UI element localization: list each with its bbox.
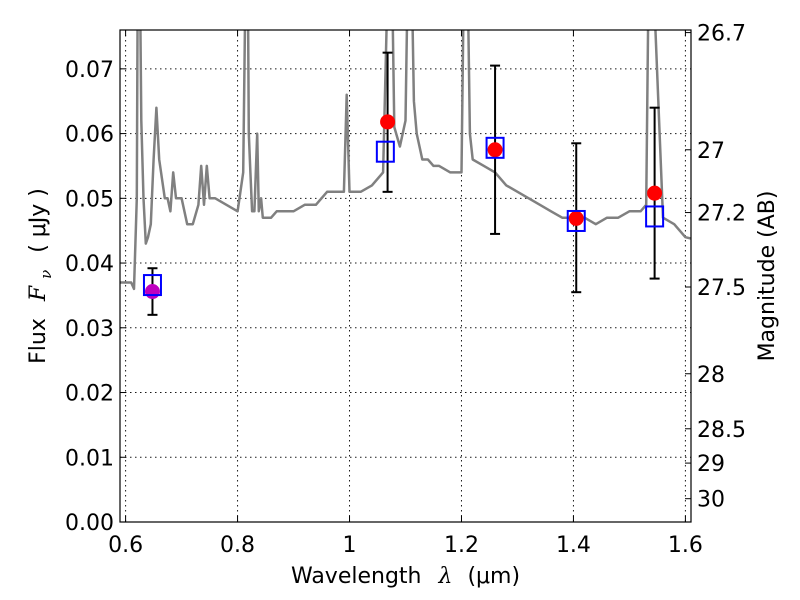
y2-tick-label: 26.7 — [697, 22, 746, 47]
y-tick-label: 0.01 — [65, 446, 114, 471]
y-tick-label: 0.03 — [65, 317, 114, 342]
y2-tick-label: 29 — [697, 452, 725, 477]
x-tick-label: 0.6 — [108, 533, 143, 558]
y2-tick-label: 27.2 — [697, 202, 746, 227]
photometry-point — [380, 114, 396, 130]
y2-tick-label: 27 — [697, 139, 725, 164]
y-tick-label: 0.06 — [65, 123, 114, 148]
y-tick-label: 0.07 — [65, 58, 114, 83]
x-tick-label: 0.8 — [220, 533, 255, 558]
y-axis-label-text: Flux — [26, 318, 51, 364]
y2-tick-label: 28 — [697, 363, 725, 388]
y-tick-label: 0.00 — [65, 511, 114, 536]
x-tick-label: 1.2 — [444, 533, 479, 558]
x-tick-label: 1.4 — [556, 533, 591, 558]
y-axis-label-unit: ( μJy ) — [26, 188, 51, 253]
x-tick-label: 1 — [343, 533, 357, 558]
y-tick-label: 0.05 — [65, 187, 114, 212]
model-photometry-square — [375, 140, 395, 163]
photometry-point — [487, 142, 503, 158]
x-axis-label-unit: (μm) — [467, 564, 520, 589]
y2-tick-label: 28.5 — [697, 418, 746, 443]
plot-frame — [119, 29, 692, 523]
x-tick-label: 1.6 — [668, 533, 703, 558]
y-axis-label: Flux F ν ( μJy ) — [26, 188, 57, 364]
y2-axis-label: Magnitude (AB) — [755, 191, 780, 362]
y-tick-label: 0.04 — [65, 252, 114, 277]
y2-tick-label: 27.5 — [697, 276, 746, 301]
photometry-point — [144, 284, 160, 300]
photometry-point — [647, 185, 663, 201]
model-photometry-square — [566, 209, 586, 232]
y2-tick-label: 30 — [697, 488, 725, 513]
y-axis-label-subscript: ν — [37, 270, 55, 279]
tick-layer: 0.6 0.8 1 1.2 1.4 1.6 0.00 0.01 0.02 0.03 0.04 0.05… — [65, 22, 746, 558]
y-axis-label-symbol: F — [26, 285, 51, 302]
y-tick-label: 0.02 — [65, 382, 114, 407]
plot-layer — [120, 30, 691, 316]
x-axis-label: Wavelength λ (μm) — [291, 564, 520, 589]
x-axis-label-symbol: λ — [437, 564, 452, 589]
photometry-point — [568, 210, 584, 226]
model-photometry-square — [485, 136, 505, 159]
model-photometry-square — [142, 274, 162, 297]
spectrum-line — [120, 30, 691, 291]
model-photometry-square — [645, 205, 665, 228]
x-axis-label-text: Wavelength — [291, 564, 422, 589]
